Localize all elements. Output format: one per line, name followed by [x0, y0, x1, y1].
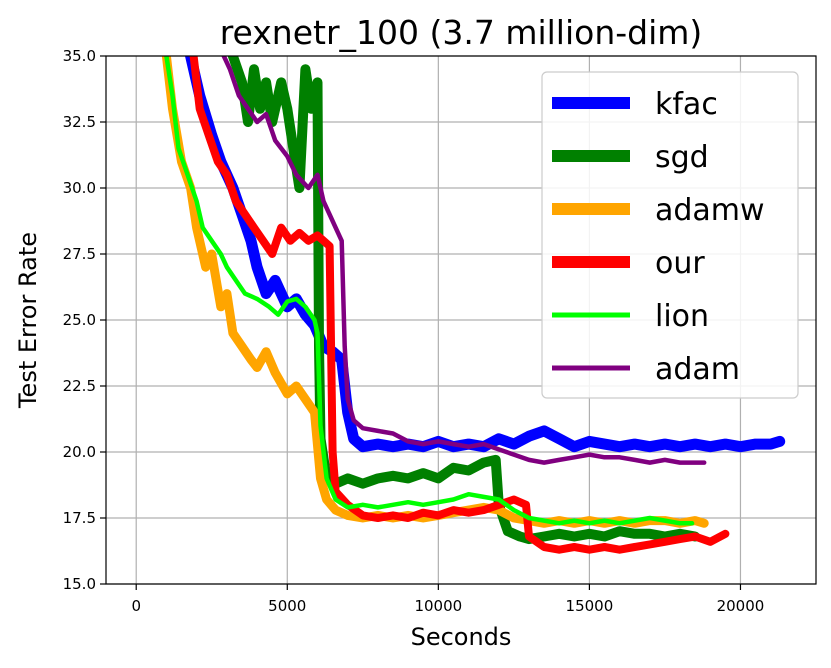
x-ticks: 0 5000 10000 15000 20000 [131, 584, 764, 615]
x-tick-label: 20000 [717, 597, 765, 615]
y-tick-label: 30.0 [63, 179, 96, 197]
chart-title: rexnetr_100 (3.7 million-dim) [220, 13, 703, 52]
legend-label-adamw: adamw [655, 193, 765, 228]
y-tick-label: 22.5 [63, 377, 96, 395]
x-tick-label: 10000 [414, 597, 462, 615]
legend-label-our: our [655, 246, 705, 281]
legend-label-sgd: sgd [655, 140, 709, 175]
series-lines [161, 56, 786, 554]
y-axis-label: Test Error Rate [14, 232, 42, 409]
x-tick-label: 5000 [268, 597, 306, 615]
series-line-lion [164, 56, 695, 526]
legend-label-adam: adam [655, 352, 740, 387]
y-tick-label: 15.0 [63, 575, 96, 593]
y-tick-label: 32.5 [63, 113, 96, 131]
series-line-our [189, 56, 730, 554]
y-tick-label: 20.0 [63, 443, 96, 461]
x-tick-label: 15000 [566, 597, 614, 615]
x-tick-label: 0 [131, 597, 141, 615]
series-line-sgd [227, 56, 701, 545]
y-ticks: 15.0 17.5 20.0 22.5 25.0 27.5 30.0 32.5 35.0 [63, 47, 106, 593]
legend-label-lion: lion [655, 299, 709, 334]
y-tick-label: 27.5 [63, 245, 96, 263]
series-line-adam [221, 56, 707, 465]
y-tick-label: 35.0 [63, 47, 96, 65]
y-tick-label: 25.0 [63, 311, 96, 329]
legend: kfac sgd adamw our lion adam [541, 71, 799, 399]
y-tick-label: 17.5 [63, 509, 96, 527]
x-axis-label: Seconds [411, 623, 512, 651]
legend-label-kfac: kfac [655, 87, 718, 122]
